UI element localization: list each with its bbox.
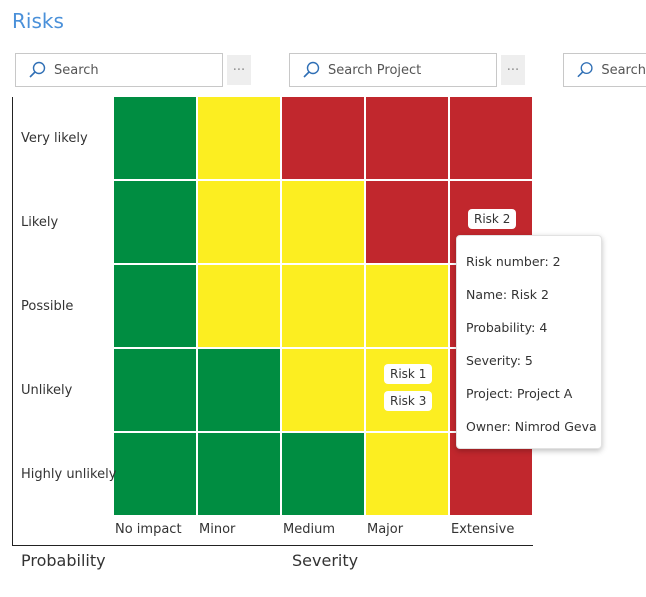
matrix-cell xyxy=(198,97,280,179)
matrix-cell xyxy=(366,433,448,515)
more-options-button[interactable]: ··· xyxy=(227,55,251,85)
row-label-possible: Possible xyxy=(21,299,74,314)
matrix-cell xyxy=(114,265,196,347)
matrix-cell xyxy=(282,349,364,431)
risk-tooltip: Risk number: 2 Name: Risk 2 Probability:… xyxy=(456,235,602,449)
risk-chip-3[interactable]: Risk 3 xyxy=(384,391,433,411)
matrix-cell xyxy=(198,349,280,431)
col-label-medium: Medium xyxy=(283,522,335,537)
matrix-cell xyxy=(366,349,448,431)
search-owner-input[interactable]: Search xyxy=(563,53,646,87)
matrix-cell xyxy=(198,265,280,347)
search-icon xyxy=(303,61,320,78)
matrix-cell xyxy=(114,97,196,179)
tooltip-probability: Probability: 4 xyxy=(466,320,548,335)
matrix-cell xyxy=(282,433,364,515)
tooltip-severity: Severity: 5 xyxy=(466,353,533,368)
col-label-no-impact: No impact xyxy=(115,522,182,537)
search-placeholder: Search xyxy=(54,62,99,78)
search-placeholder: Search xyxy=(601,62,646,78)
tooltip-project: Project: Project A xyxy=(466,386,573,401)
matrix-cell xyxy=(366,265,448,347)
more-options-button[interactable]: ··· xyxy=(501,55,525,85)
search-icon xyxy=(29,61,46,78)
matrix-cell xyxy=(198,433,280,515)
tooltip-owner: Owner: Nimrod Geva xyxy=(466,419,597,434)
matrix-cell xyxy=(282,181,364,263)
y-axis-title: Probability xyxy=(21,551,106,570)
risk-chip-1[interactable]: Risk 1 xyxy=(384,364,433,384)
matrix-cell xyxy=(282,97,364,179)
matrix-cell xyxy=(282,265,364,347)
col-label-minor: Minor xyxy=(199,522,236,537)
matrix-cell xyxy=(114,349,196,431)
matrix-cell xyxy=(366,181,448,263)
matrix-cell xyxy=(114,181,196,263)
row-label-highly-unlikely: Highly unlikely xyxy=(21,467,117,482)
search-project-placeholder: Search Project xyxy=(328,62,422,78)
risk-matrix xyxy=(114,97,533,516)
x-axis-line xyxy=(12,545,533,546)
col-label-extensive: Extensive xyxy=(451,522,515,537)
tooltip-name: Name: Risk 2 xyxy=(466,287,549,302)
row-label-likely: Likely xyxy=(21,215,59,230)
search-input[interactable]: Search xyxy=(15,53,223,87)
risk-chip-2[interactable]: Risk 2 xyxy=(468,209,517,229)
x-axis-title: Severity xyxy=(292,551,359,570)
row-label-unlikely: Unlikely xyxy=(21,383,73,398)
matrix-cell xyxy=(114,433,196,515)
matrix-cell xyxy=(366,97,448,179)
tooltip-risk-number: Risk number: 2 xyxy=(466,254,561,269)
matrix-cell xyxy=(198,181,280,263)
matrix-cell xyxy=(450,97,532,179)
page-title: Risks xyxy=(12,9,64,33)
search-icon xyxy=(577,62,593,78)
search-project-input[interactable]: Search Project xyxy=(289,53,497,87)
y-axis-line xyxy=(12,97,13,545)
row-label-very-likely: Very likely xyxy=(21,131,88,146)
col-label-major: Major xyxy=(367,522,404,537)
